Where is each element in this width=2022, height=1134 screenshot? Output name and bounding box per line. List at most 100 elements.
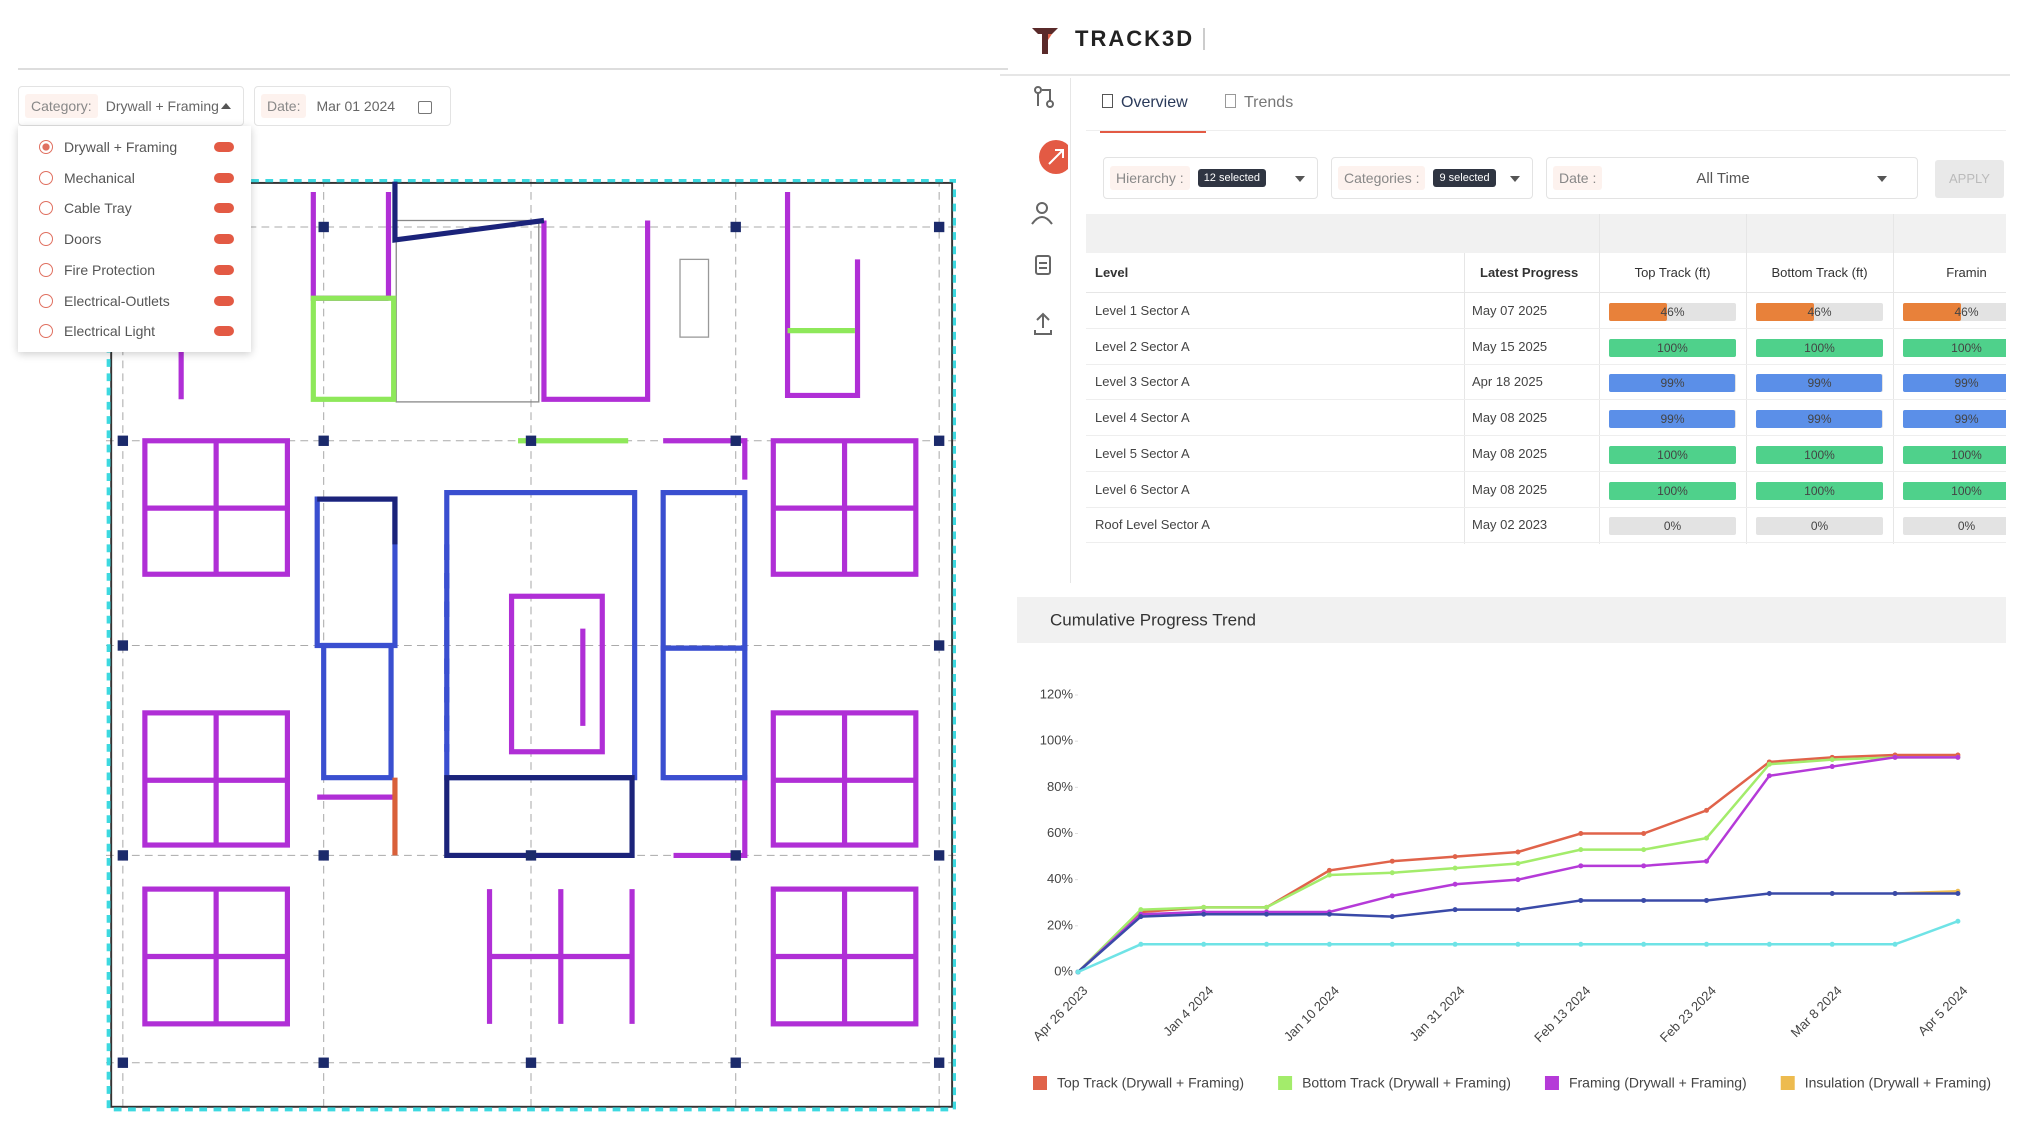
core-navy-walls: [317, 496, 398, 545]
progress-bar: [1609, 303, 1668, 321]
progress-track: 100%: [1903, 445, 2006, 464]
progress-bar: [1903, 445, 2006, 464]
progress-track: 0%: [1756, 517, 1883, 536]
point: [1641, 897, 1647, 903]
point: [1578, 847, 1584, 853]
progress-label: 99%: [1660, 412, 1685, 427]
column-header: Framin: [1946, 265, 1987, 280]
hierarchy-filter[interactable]: Hierarchy : 12 selected: [1103, 157, 1318, 199]
category-option[interactable]: Doors: [18, 224, 251, 254]
date-filter[interactable]: Date : All Time: [1546, 157, 1918, 199]
row-rule: [1086, 542, 2006, 544]
level-cell: Level 5 Sector A: [1095, 445, 1190, 461]
brand-divider: [1203, 28, 1205, 50]
progress-label: 100%: [1804, 483, 1835, 498]
radio: [39, 293, 53, 308]
latest-cell: May 08 2025: [1472, 445, 1548, 461]
progress-bar: [1756, 445, 1883, 464]
point: [1704, 941, 1709, 947]
sidebar-icon-active[interactable]: [1039, 140, 1068, 174]
progress-track: 100%: [1756, 338, 1883, 357]
sidebar-icon[interactable]: [1034, 312, 1052, 335]
category-option[interactable]: Electrical-Outlets: [18, 286, 251, 316]
toggle[interactable]: [214, 203, 234, 214]
category-option[interactable]: Drywall + Framing: [18, 132, 251, 162]
plan-walls: [106, 179, 956, 1112]
point: [1075, 969, 1081, 975]
column-header: Latest Progress: [1480, 265, 1579, 280]
point: [1704, 897, 1709, 903]
option-label: Doors: [64, 231, 102, 248]
toggle[interactable]: [214, 172, 234, 183]
plan-walls: [110, 181, 954, 1108]
hierarchy-label: Hierarchy :: [1110, 166, 1190, 190]
category-option[interactable]: Electrical Light: [18, 316, 251, 346]
toggle[interactable]: [214, 264, 234, 275]
core-navy-walls: [392, 181, 545, 243]
point: [1138, 914, 1144, 920]
category-dropdown[interactable]: Category: Drywall + Framing: [18, 86, 244, 126]
x-tick-label: Feb 23 2024: [1657, 983, 1719, 1045]
column-header: Top Track (ft): [1634, 265, 1711, 280]
columns: [318, 221, 329, 233]
toggle[interactable]: [214, 142, 234, 152]
progress-bar: [1609, 374, 1735, 393]
level-cell: Level 3 Sector A: [1095, 374, 1190, 390]
framing-walls: [508, 593, 605, 755]
x-tick-label: Jan 10 2024: [1281, 983, 1342, 1044]
apply-button[interactable]: APPLY: [1935, 160, 2004, 198]
option-label: Electrical-Outlets: [64, 292, 170, 309]
radio: [39, 140, 53, 154]
sidebar-icon[interactable]: [1035, 255, 1051, 275]
legend-label: Insulation (Drywall + Framing): [1805, 1075, 1991, 1091]
progress-track: 0%: [1609, 517, 1736, 536]
progress-track: 99%: [1609, 374, 1736, 393]
category-option[interactable]: Mechanical: [18, 163, 251, 193]
categories-filter[interactable]: Categories : 9 selected: [1331, 157, 1533, 199]
option-label: Electrical Light: [64, 323, 156, 340]
tab-trends[interactable]: Trends: [1225, 94, 1293, 112]
x-tick-label: Feb 13 2024: [1531, 983, 1593, 1045]
y-tick-label: 120%: [1040, 686, 1074, 701]
point: [1578, 941, 1584, 947]
plan-walls: [679, 258, 710, 338]
point: [1389, 870, 1395, 876]
progress-bar: [1756, 481, 1883, 500]
progress-label: 99%: [1954, 376, 1979, 391]
date-picker[interactable]: Date: Mar 01 2024: [254, 86, 451, 126]
progress-track: 99%: [1903, 410, 2006, 429]
row-rule: [1086, 506, 2006, 508]
point: [1515, 849, 1521, 855]
row-rule: [1086, 399, 2006, 401]
caret: [1510, 176, 1520, 182]
point: [1704, 858, 1709, 864]
category-option[interactable]: Cable Tray: [18, 193, 251, 223]
radio: [39, 232, 53, 247]
toggle[interactable]: [214, 326, 234, 337]
sidebar-icon[interactable]: [1031, 202, 1053, 225]
toggle[interactable]: [214, 295, 234, 306]
floor-plan[interactable]: [106, 179, 956, 1112]
x-tick-label: Apr 26 2023: [1030, 983, 1091, 1044]
point: [1515, 877, 1521, 883]
tab-overview[interactable]: Overview: [1100, 94, 1206, 133]
columns: [730, 1057, 741, 1068]
bottom-track-walls: [310, 295, 855, 444]
latest-cell: May 15 2025: [1472, 338, 1548, 354]
chart-title: Cumulative Progress Trend: [1050, 610, 1256, 629]
point: [1766, 773, 1772, 779]
progress-label: 0%: [1663, 519, 1682, 534]
legend-label: Top Track (Drywall + Framing): [1057, 1075, 1244, 1091]
framing-walls: [784, 191, 861, 399]
x-tick-label: Jan 4 2024: [1160, 983, 1216, 1039]
sidebar-icon[interactable]: [1034, 86, 1054, 108]
category-option[interactable]: Fire Protection: [18, 255, 251, 285]
point: [1389, 914, 1395, 920]
progress-bar: [1609, 410, 1735, 429]
progress-track: 46%: [1903, 303, 2006, 321]
toggle[interactable]: [214, 234, 234, 245]
radio: [39, 201, 53, 216]
point: [1955, 754, 1961, 760]
point: [1766, 941, 1772, 947]
